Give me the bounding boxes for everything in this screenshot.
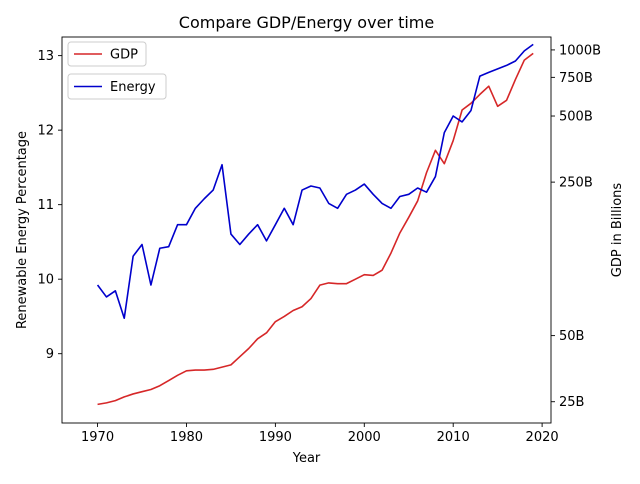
x-tick-label: 2000: [348, 430, 381, 445]
y-left-tick-label: 9: [46, 347, 54, 362]
x-tick-label: 1990: [259, 430, 292, 445]
y-right-axis-label: GDP in Billions: [610, 183, 625, 278]
legend-box-energy: [67, 73, 167, 100]
y-right-tick-label: 50B: [559, 329, 584, 344]
series-line-gdp: [97, 52, 534, 406]
plot-frame: [61, 36, 552, 424]
y-right-tick-label: 500B: [559, 110, 593, 125]
y-left-tick-label: 10: [37, 273, 54, 288]
x-tick-label: 1970: [81, 430, 114, 445]
y-left-tick-label: 13: [37, 49, 54, 64]
y-left-tick-label: 12: [37, 124, 54, 139]
y-right-tick-label: 250B: [559, 176, 593, 191]
chart-title: Compare GDP/Energy over time: [179, 13, 434, 32]
legend-label-gdp: GDP: [110, 48, 138, 63]
y-right-tick-label: 25B: [559, 395, 584, 410]
x-tick-label: 1980: [170, 430, 203, 445]
y-right-tick-label: 1000B: [559, 43, 601, 58]
x-tick-label: 2020: [526, 430, 559, 445]
x-tick-label: 2010: [437, 430, 470, 445]
series-line-energy: [96, 43, 534, 320]
y-left-tick-label: 11: [37, 198, 54, 213]
x-axis-label: Year: [292, 451, 321, 466]
legend-label-energy: Energy: [110, 80, 156, 95]
y-right-tick-label: 750B: [559, 71, 593, 86]
y-left-axis-label: Renewable Energy Percentage: [15, 131, 30, 329]
legend-box-gdp: [67, 41, 147, 67]
